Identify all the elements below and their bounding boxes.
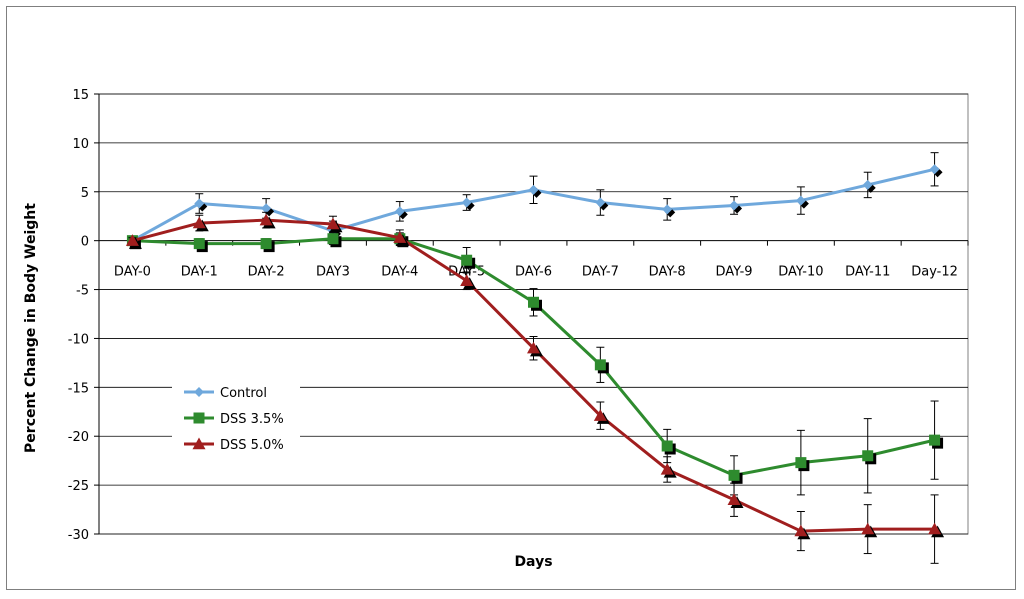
y-tick-label: 10 — [72, 137, 89, 152]
data-point — [929, 434, 941, 446]
data-point — [795, 195, 806, 206]
data-point — [595, 197, 606, 208]
x-tick-label: DAY-11 — [845, 265, 890, 280]
data-point — [795, 457, 807, 469]
legend-marker — [193, 412, 205, 424]
data-point — [660, 462, 674, 475]
data-point — [261, 203, 272, 214]
data-point — [729, 200, 740, 211]
data-point — [194, 198, 205, 209]
legend-marker — [192, 437, 206, 450]
x-tick-label: Day-12 — [911, 265, 958, 280]
y-tick-label: -25 — [68, 479, 89, 494]
data-point — [794, 524, 808, 537]
legend-label: Control — [220, 386, 267, 401]
y-tick-label: -5 — [76, 284, 89, 299]
series-0 — [127, 152, 943, 249]
x-tick-label: DAY-0 — [114, 265, 151, 280]
x-tick-label: DAY3 — [316, 265, 350, 280]
x-tick-label: DAY-7 — [582, 265, 619, 280]
y-tick-labels: 15 10 5 0 -5 -10 -15 -20 -25 -30 — [68, 88, 89, 543]
x-tick-label: DAY-4 — [381, 265, 418, 280]
legend-label: DSS 5.0% — [220, 438, 284, 453]
series-1 — [126, 232, 944, 496]
data-point — [862, 450, 874, 462]
data-point — [461, 197, 472, 208]
data-point — [527, 341, 540, 354]
data-point — [728, 469, 740, 481]
x-tick-label: DAY-1 — [181, 265, 218, 280]
legend: Control DSS 3.5% DSS 5.0% — [172, 380, 300, 458]
x-tick-label: DAY-10 — [778, 265, 823, 280]
y-tick-label: -20 — [68, 430, 89, 445]
y-tick-label: -15 — [68, 381, 89, 396]
data-point — [125, 234, 139, 246]
legend-label: DSS 3.5% — [220, 412, 284, 427]
data-point — [326, 217, 340, 230]
y-tick-label: -30 — [68, 528, 89, 543]
data-point — [594, 359, 606, 371]
data-point — [929, 164, 940, 175]
series-group — [125, 152, 945, 564]
data-point — [394, 206, 405, 217]
data-point — [528, 184, 539, 195]
data-point — [662, 204, 673, 215]
data-point — [393, 231, 407, 243]
y-tick-label: -10 — [68, 332, 89, 347]
data-point — [193, 238, 205, 250]
data-point — [192, 216, 206, 229]
data-point — [460, 274, 474, 286]
y-axis-title: Percent Change in Body Weight — [23, 203, 39, 453]
data-point — [593, 409, 607, 421]
x-tick-labels: DAY-0DAY-1DAY-2DAY3DAY-4DAY-5DAY-6DAY-7D… — [114, 265, 958, 280]
x-tick-label: DAY-8 — [649, 265, 686, 280]
data-point — [259, 213, 273, 226]
x-tick-label: DAY-9 — [716, 265, 753, 280]
data-point — [327, 233, 339, 245]
data-point — [528, 296, 539, 308]
y-tick-label: 15 — [72, 88, 89, 103]
data-point — [861, 522, 875, 535]
legend-marker — [194, 387, 204, 397]
data-point — [260, 238, 272, 250]
x-tick-label: DAY-2 — [248, 265, 285, 280]
y-tick-label: 5 — [81, 186, 89, 201]
data-point — [928, 522, 942, 535]
data-point — [661, 440, 673, 452]
data-point — [727, 493, 741, 505]
data-point — [461, 254, 473, 266]
data-point — [862, 179, 873, 190]
y-tick-label: 0 — [81, 235, 89, 250]
series-2 — [125, 211, 945, 564]
x-tick-label: DAY-6 — [515, 265, 552, 280]
x-axis-title: Days — [514, 554, 552, 570]
